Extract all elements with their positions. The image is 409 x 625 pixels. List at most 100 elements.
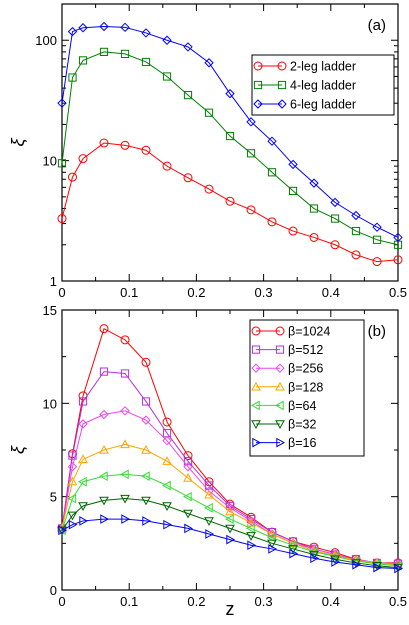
data-point [289,548,299,559]
data-point [267,539,277,549]
legend-label: 2-leg ladder [290,60,356,74]
data-point [99,444,109,454]
y-tick-label: 10 [43,396,57,411]
data-point [267,217,277,227]
data-point [121,514,131,524]
data-point [120,406,130,416]
data-point [351,226,361,236]
data-point [373,562,383,573]
x-tick-label: 0.5 [389,285,407,300]
legend-marker [251,420,261,430]
data-point [99,496,109,506]
legend-entry: β=16 [252,436,316,450]
data-point [330,555,340,565]
data-point [372,257,382,267]
data-point [330,240,340,250]
data-point [225,501,235,511]
legend-entry: 4-leg ladder [253,79,356,93]
data-point [120,469,129,480]
data-point [120,140,130,150]
legend-marker [251,381,261,391]
data-point [99,367,109,376]
y-axis-label: ξ [8,445,28,454]
x-tick-label: 0 [58,285,65,300]
legend-entry: β=1024 [251,325,330,339]
data-point [204,489,214,499]
legend-marker [275,326,285,336]
legend-marker [252,437,262,448]
legend-label: β=1024 [288,325,330,339]
data-point [78,397,88,406]
legend-marker [250,400,260,411]
y-tick-label: 100 [35,33,57,48]
legend-marker [251,345,261,354]
series-2 [57,21,403,243]
data-point [100,514,110,524]
data-point [183,472,193,482]
data-point [141,397,151,406]
data-point [330,214,340,223]
data-point [372,235,382,244]
data-point [204,481,214,490]
x-tick-label: 0.4 [322,285,340,300]
legend-entry: β=256 [251,362,323,376]
data-point [268,544,278,554]
data-point [142,516,152,526]
series-5 [57,494,403,573]
data-point [98,471,108,481]
legend-marker [253,80,263,90]
data-point [120,439,130,449]
y-tick-label: 1 [50,274,57,289]
legend-label: β=512 [288,343,323,357]
data-point [225,131,235,141]
series-line [61,142,399,263]
legend-marker [275,345,285,354]
data-point [120,335,130,345]
data-point [162,35,172,45]
data-point [393,255,403,265]
y-axis-label: ξ [8,138,28,147]
data-point [120,22,130,33]
data-point [247,540,257,551]
data-point [67,26,78,37]
y-tick-label: 0 [50,583,57,598]
data-point [309,232,319,242]
data-point [246,532,256,541]
legend-label: β=32 [288,418,316,432]
data-point [288,159,298,170]
data-point [288,226,298,236]
data-point [162,502,172,512]
legend-label: 6-leg ladder [290,98,356,112]
data-point [163,519,173,530]
data-point [162,456,172,465]
data-point [57,526,67,536]
figure-x-axis-label: z [226,599,235,619]
data-point [67,172,77,182]
data-point [267,136,277,146]
legend: 2-leg ladder 4-leg ladder 6-leg ladder [251,54,395,116]
data-point [225,88,235,99]
legend-marker [251,363,261,373]
panel-label: (b) [368,323,386,340]
y-tick-label: 15 [43,303,57,318]
data-point [141,357,151,367]
series-line [61,473,399,567]
data-point [140,471,150,481]
data-point [162,417,172,427]
series-1 [57,47,403,249]
data-point [246,516,256,526]
series-line [61,498,399,569]
data-point [68,73,77,82]
data-point [57,214,67,224]
data-point [183,42,193,52]
x-tick-label: 0.5 [389,594,407,609]
legend-entry: β=32 [251,418,316,432]
data-point [183,462,193,472]
data-point [372,222,382,232]
data-point [68,519,78,530]
data-point [246,523,255,534]
data-point [67,511,78,521]
data-point [120,494,130,504]
data-point [162,161,172,171]
